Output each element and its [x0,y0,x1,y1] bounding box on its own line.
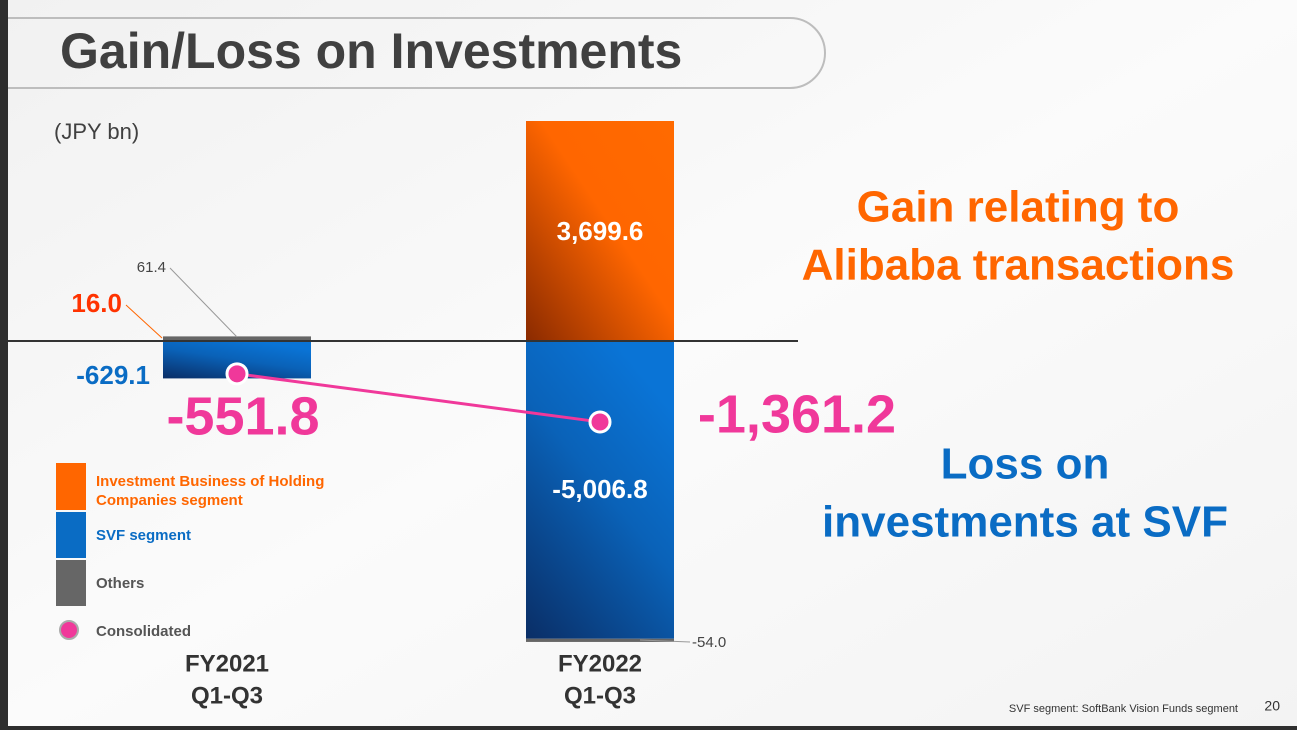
annotation: Loss on [941,440,1110,489]
consolidated-point [588,410,612,434]
leader-line [125,304,163,339]
value-label: 61.4 [137,259,166,276]
annotation: Alibaba transactions [802,241,1235,290]
legend-swatch [56,512,86,558]
leader-line [169,267,238,338]
annotation: Gain relating to [857,183,1180,232]
consolidated-line [236,372,601,424]
legend-label: Consolidated [96,623,192,640]
x-tick-label: FY2022 [558,650,642,677]
legend-label: Investment Business of Holding Companies… [96,473,325,509]
value-label: -1,361.2 [698,384,896,444]
legend-swatch [56,560,86,606]
legend-label: Others [96,575,145,592]
bar [526,638,674,642]
x-tick-label: Q1-Q3 [191,682,263,709]
value-label: -629.1 [76,360,150,390]
slide-title: Gain/Loss on Investments [60,23,682,79]
legend-swatch [56,463,86,510]
x-tick-label: Q1-Q3 [564,682,636,709]
bar [163,336,311,341]
legend-marker [59,620,79,640]
leader-line [639,639,691,643]
annotation: investments at SVF [822,498,1228,547]
value-label: -54.0 [692,634,726,651]
x-tick-label: FY2021 [185,650,269,677]
consolidated-point [225,362,249,386]
legend-label: SVF segment [96,527,192,544]
bar [526,341,674,639]
value-label: 3,699.6 [557,216,644,246]
value-label: -5,006.8 [552,474,647,504]
unit-label: (JPY bn) [54,119,139,144]
title-pill [8,17,826,89]
page-number: 20 [1264,698,1280,714]
value-label: -551.8 [166,386,319,446]
value-label: 16.0 [71,288,122,318]
bar [526,121,674,341]
footnote: SVF segment: SoftBank Vision Funds segme… [1009,703,1238,715]
